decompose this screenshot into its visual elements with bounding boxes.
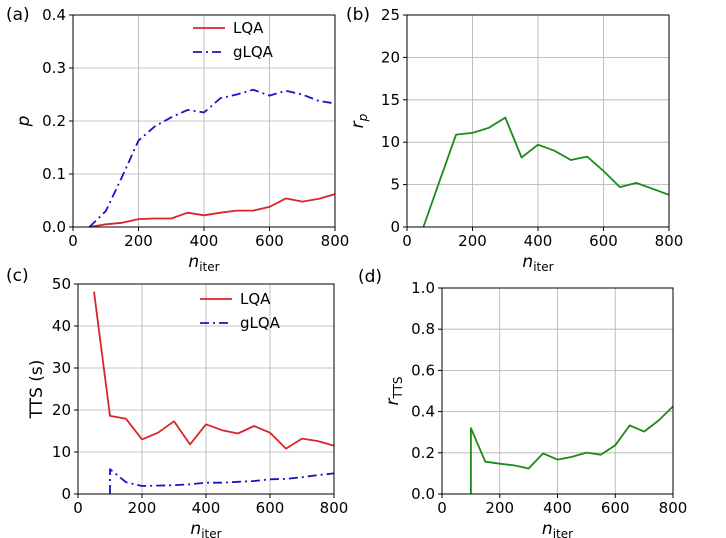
y-tick-label: 20 [52,401,71,419]
panel-label: (a) [6,5,30,25]
y-tick-label: 0.8 [411,320,435,338]
x-axis-label-main: n [190,519,201,538]
x-tick-label: 200 [124,232,153,250]
x-tick-label: 600 [589,232,618,250]
x-tick-label: 400 [190,232,219,250]
series-line-ratio [422,116,670,228]
y-axis-label-main: r [383,398,403,406]
y-tick-label: 50 [52,275,71,293]
y-tick-label: 0.2 [42,112,66,130]
y-tick-label: 10 [381,133,400,151]
series-line-lqa [93,291,335,450]
legend-label: gLQA [233,43,274,61]
panel-d: 0 200 400 600 800 0.0 0.2 0.4 0.6 0.8 1.0 niter rTTS… [358,267,687,538]
y-tick-label: 0.2 [411,444,435,462]
panel-label: (d) [358,267,382,287]
y-tick-label: 0 [390,218,400,236]
x-tick-label: 800 [320,499,349,517]
y-tick-label: 0.6 [411,361,435,379]
panel-label: (b) [346,5,370,25]
x-tick-label: 0 [437,499,447,517]
panel-b: 0 200 400 600 800 0 5 10 15 20 25 niter rp (b) [346,5,683,274]
panel-a: 0 200 400 600 800 0.0 0.1 0.2 0.3 0.4 niter p (a) LQA… [6,5,349,274]
x-tick-label: 800 [655,232,684,250]
y-tick-label: 30 [52,359,71,377]
panel-c: 0 200 400 600 800 0 10 20 30 40 50 niter TTS (s) (c) L… [6,266,348,538]
x-tick-label: 0 [402,232,412,250]
x-tick-label: 400 [543,499,572,517]
x-axis-label-sub: iter [201,527,221,538]
y-axis-label-sub: p [356,113,370,122]
x-tick-label: 600 [256,499,285,517]
y-tick-label: 40 [52,317,71,335]
x-tick-label: 0 [68,232,78,250]
series-line-lqa [89,193,336,228]
x-tick-label: 200 [128,499,157,517]
y-axis-label-main: r [348,120,368,128]
legend-label: gLQA [240,314,281,332]
x-tick-label: 800 [659,499,688,517]
y-tick-label: 0.0 [411,485,435,503]
y-tick-label: 0.3 [42,59,66,77]
x-axis-label-sub: iter [533,260,553,274]
y-axis-label-sub: TTS [391,376,405,399]
x-axis-label-main: n [188,252,199,272]
x-axis-label-main: n [542,519,553,538]
x-axis-label-main: n [522,252,533,272]
y-tick-label: 20 [381,48,400,66]
panel-label: (c) [6,266,29,286]
x-tick-label: 200 [485,499,514,517]
y-axis-label: rp [348,113,370,128]
x-tick-label: 200 [458,232,487,250]
y-tick-label: 5 [390,176,400,194]
x-axis-label-sub: iter [199,260,219,274]
x-axis-label-sub: iter [553,527,573,538]
legend-label: LQA [233,19,264,37]
x-axis-label: niter [188,252,219,274]
x-tick-label: 600 [255,232,284,250]
y-axis-label: rTTS [383,376,405,405]
x-tick-label: 600 [601,499,630,517]
series-line-glqa [88,88,336,228]
y-tick-label: 0.0 [42,218,66,236]
y-tick-label: 25 [381,6,400,24]
x-axis-label: niter [522,252,553,274]
y-axis-label: TTS (s) [27,360,47,420]
legend-label: LQA [240,290,271,308]
x-tick-label: 0 [73,499,83,517]
y-tick-label: 15 [381,91,400,109]
y-tick-label: 10 [52,443,71,461]
x-tick-label: 400 [192,499,221,517]
y-tick-label: 0.4 [42,6,66,24]
x-axis-label: niter [190,519,221,538]
x-axis-label: niter [542,519,573,538]
x-tick-label: 800 [321,232,350,250]
y-axis-label-main: TTS (s) [27,360,47,420]
y-tick-label: 0 [61,485,71,503]
series-line-glqa [109,468,335,494]
series-line-ratio [469,405,674,494]
x-tick-label: 400 [524,232,553,250]
y-tick-label: 0.1 [42,165,66,183]
y-tick-label: 1.0 [411,279,435,297]
y-axis-label-main: p [14,115,34,127]
y-axis-label: p [14,115,34,127]
y-tick-label: 0.4 [411,403,435,421]
